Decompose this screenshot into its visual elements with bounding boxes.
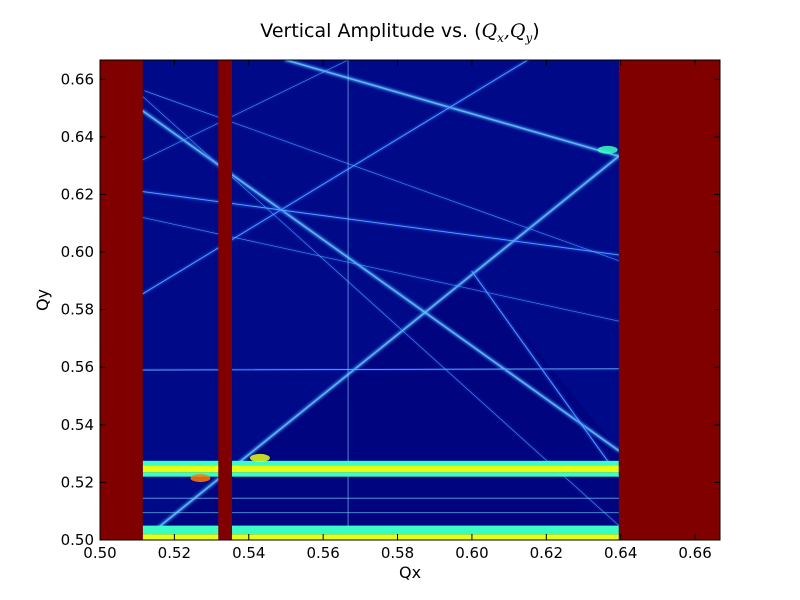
x-tick-label: 0.62 [530, 544, 563, 562]
title-math: Qx,Qy [481, 20, 533, 45]
plot-frame [99, 59, 721, 541]
x-tick-label: 0.64 [604, 544, 637, 562]
x-tick-label: 0.60 [455, 544, 488, 562]
amplitude-hotspot [190, 474, 211, 483]
y-tick-label: 0.56 [61, 358, 94, 376]
y-tick-label: 0.66 [61, 70, 94, 88]
x-tick-label: 0.50 [83, 544, 116, 562]
resonance-line [142, 60, 529, 295]
resonance-line [471, 270, 620, 478]
y-tick-label: 0.60 [61, 243, 94, 261]
plot-area [100, 60, 720, 540]
amplitude-band [142, 460, 619, 466]
saturated-region [618, 60, 720, 540]
x-axis: 0.50 0.52 0.54 0.56 0.58 0.60 0.62 0.64 0.66 [83, 60, 712, 562]
resonance-line [285, 60, 620, 157]
saturated-region [218, 60, 233, 540]
amplitude-hotspot [249, 453, 270, 462]
title-sub-y: y [525, 30, 533, 45]
y-tick-label: 0.50 [61, 531, 94, 549]
y-tick-label: 0.64 [61, 128, 94, 146]
x-tick-label: 0.54 [232, 544, 265, 562]
title-var-qx: Q [481, 20, 498, 42]
axes-frame [99, 59, 721, 541]
resonance-line [142, 60, 349, 161]
title-var-qy: Q [509, 20, 526, 42]
x-tick-label: 0.58 [381, 544, 414, 562]
x-tick-label: 0.52 [158, 544, 191, 562]
y-tick-label: 0.52 [61, 473, 94, 491]
saturated-region [100, 60, 143, 540]
title-sub-x: x [497, 30, 504, 45]
title-prefix: Vertical Amplitude vs. ( [260, 20, 482, 42]
y-tick-label: 0.58 [61, 301, 94, 319]
y-axis-label: Qy [33, 289, 52, 311]
amplitude-band [142, 525, 619, 535]
x-tick-label: 0.56 [306, 544, 339, 562]
y-tick-label: 0.54 [61, 416, 94, 434]
amplitude-band [142, 465, 619, 473]
title-sep: , [503, 20, 510, 42]
amplitude-band [142, 472, 619, 477]
x-axis-label: Qx [399, 563, 421, 582]
title-suffix: ) [532, 20, 540, 42]
y-tick-label: 0.62 [61, 185, 94, 203]
y-axis: 0.50 0.52 0.54 0.56 0.58 0.60 0.62 0.64 0.66 [61, 70, 720, 549]
chart-title: Vertical Amplitude vs. (Qx,Qy) [0, 20, 800, 45]
amplitude-band [142, 534, 619, 540]
x-tick-label: 0.66 [678, 544, 711, 562]
amplitude-hotspot [597, 145, 618, 154]
